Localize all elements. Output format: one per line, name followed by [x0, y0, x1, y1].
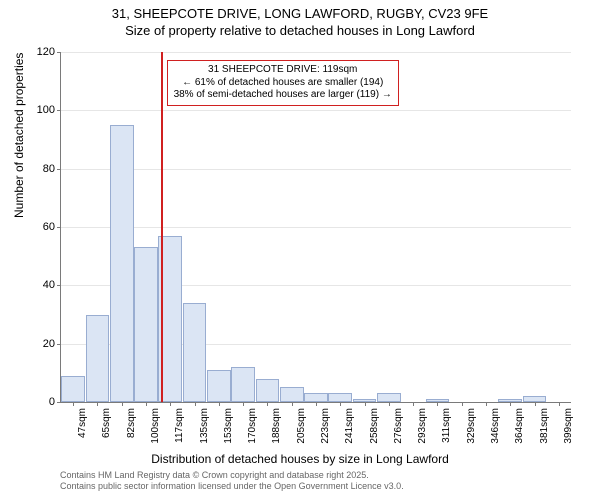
xtick-mark: [146, 402, 147, 406]
xtick-mark: [559, 402, 560, 406]
ytick-label: 0: [49, 396, 61, 408]
histogram-bar: [134, 247, 158, 402]
xtick-label: 258sqm: [369, 408, 380, 444]
histogram-bar: [183, 303, 207, 402]
x-axis-label: Distribution of detached houses by size …: [0, 452, 600, 466]
xtick-label: 82sqm: [126, 408, 137, 438]
xtick-label: 100sqm: [150, 408, 161, 444]
xtick-label: 135sqm: [199, 408, 210, 444]
ytick-label: 60: [43, 221, 61, 233]
histogram-bar: [61, 376, 85, 402]
histogram-bar: [328, 393, 352, 402]
xtick-label: 276sqm: [393, 408, 404, 444]
y-axis-label: Number of detached properties: [12, 53, 26, 218]
xtick-mark: [462, 402, 463, 406]
xtick-mark: [365, 402, 366, 406]
xtick-label: 205sqm: [296, 408, 307, 444]
xtick-mark: [340, 402, 341, 406]
xtick-label: 311sqm: [441, 408, 452, 443]
xtick-label: 346sqm: [490, 408, 501, 444]
xtick-mark: [219, 402, 220, 406]
xtick-label: 381sqm: [539, 408, 550, 444]
xtick-mark: [267, 402, 268, 406]
plot-area: 31 SHEEPCOTE DRIVE: 119sqm ← 61% of deta…: [60, 52, 571, 403]
histogram-bar: [231, 367, 255, 402]
xtick-label: 364sqm: [514, 408, 525, 444]
ytick-label: 120: [37, 46, 61, 58]
ytick-label: 100: [37, 104, 61, 116]
xtick-label: 293sqm: [417, 408, 428, 444]
histogram-bar: [280, 387, 304, 402]
xtick-mark: [486, 402, 487, 406]
histogram-bar: [426, 399, 450, 402]
marker-line: [161, 52, 163, 402]
xtick-mark: [535, 402, 536, 406]
xtick-mark: [389, 402, 390, 406]
title-line1: 31, SHEEPCOTE DRIVE, LONG LAWFORD, RUGBY…: [0, 6, 600, 23]
footer-line2: Contains public sector information licen…: [60, 481, 404, 492]
xtick-mark: [510, 402, 511, 406]
xtick-label: 223sqm: [320, 408, 331, 444]
xtick-mark: [243, 402, 244, 406]
annotation-line3: 38% of semi-detached houses are larger (…: [174, 89, 392, 102]
histogram-bar: [498, 399, 522, 402]
footer: Contains HM Land Registry data © Crown c…: [60, 470, 404, 492]
histogram-bar: [110, 125, 134, 402]
footer-line1: Contains HM Land Registry data © Crown c…: [60, 470, 404, 481]
xtick-mark: [195, 402, 196, 406]
histogram-bar: [523, 396, 547, 402]
xtick-label: 47sqm: [77, 408, 88, 438]
annotation-line1: 31 SHEEPCOTE DRIVE: 119sqm: [174, 64, 392, 77]
xtick-label: 329sqm: [466, 408, 477, 444]
xtick-label: 117sqm: [174, 408, 185, 443]
ytick-label: 80: [43, 163, 61, 175]
title-line2: Size of property relative to detached ho…: [0, 23, 600, 40]
histogram-bar: [256, 379, 280, 402]
xtick-mark: [170, 402, 171, 406]
xtick-mark: [73, 402, 74, 406]
histogram-bar: [353, 399, 377, 402]
xtick-label: 170sqm: [247, 408, 258, 444]
histogram-bar: [304, 393, 328, 402]
xtick-mark: [437, 402, 438, 406]
xtick-label: 399sqm: [563, 408, 574, 444]
histogram-bar: [207, 370, 231, 402]
xtick-mark: [292, 402, 293, 406]
xtick-mark: [413, 402, 414, 406]
xtick-label: 153sqm: [223, 408, 234, 444]
ytick-label: 40: [43, 279, 61, 291]
xtick-label: 241sqm: [344, 408, 355, 444]
annotation-line2: ← 61% of detached houses are smaller (19…: [174, 77, 392, 90]
xtick-mark: [316, 402, 317, 406]
histogram-bar: [86, 315, 110, 403]
xtick-label: 188sqm: [271, 408, 282, 444]
ytick-label: 20: [43, 338, 61, 350]
xtick-label: 65sqm: [101, 408, 112, 438]
chart-container: 31, SHEEPCOTE DRIVE, LONG LAWFORD, RUGBY…: [0, 0, 600, 500]
histogram-bar: [377, 393, 401, 402]
xtick-mark: [122, 402, 123, 406]
title-block: 31, SHEEPCOTE DRIVE, LONG LAWFORD, RUGBY…: [0, 0, 600, 40]
xtick-mark: [97, 402, 98, 406]
annotation-box: 31 SHEEPCOTE DRIVE: 119sqm ← 61% of deta…: [167, 60, 399, 106]
